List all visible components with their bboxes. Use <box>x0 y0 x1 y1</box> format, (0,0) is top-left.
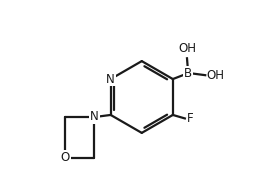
Text: N: N <box>90 110 99 123</box>
Text: N: N <box>106 73 115 86</box>
Text: OH: OH <box>178 42 196 55</box>
Text: O: O <box>61 151 70 164</box>
Text: B: B <box>184 67 192 80</box>
Text: F: F <box>187 112 193 125</box>
Text: OH: OH <box>206 69 224 82</box>
